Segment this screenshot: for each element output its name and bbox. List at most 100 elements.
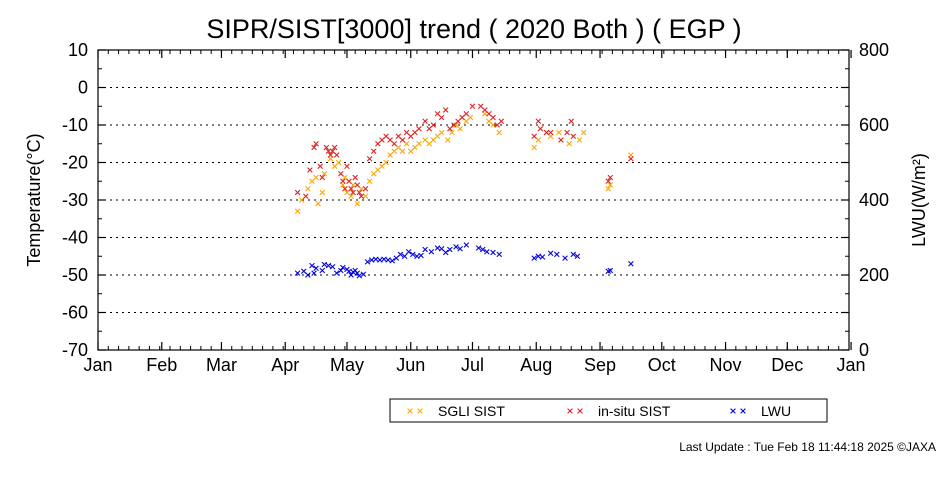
lwu-point [570,251,577,258]
lwu-point [305,272,311,278]
sgli-sist-point [305,185,311,192]
lwu-point [410,251,416,258]
y-axis-label: Temperature(°C) [24,133,44,266]
in-situ-sist-point [327,152,334,158]
lwu-point [401,253,408,260]
y-tick-label: -50 [62,265,88,285]
lwu-point [418,252,424,259]
in-situ-sist-point [564,129,570,136]
plot-frame [97,49,850,351]
in-situ-sist-point [356,189,363,196]
in-situ-sist-legend-label: in-situ SIST [598,403,671,419]
sgli-sist-point [531,144,537,151]
in-situ-sist-point [469,103,476,110]
sgli-sist-point [321,170,328,177]
in-situ-sist-point [366,155,373,162]
lwu-point [442,249,449,256]
lwu-point [607,267,614,274]
sgli-sist-point [383,159,389,166]
lwu-legend-marker [740,408,746,414]
in-situ-sist-point [307,167,313,173]
in-situ-sist-point [362,185,369,192]
lwu-point [360,271,367,278]
in-situ-sist-point [342,185,348,192]
lwu-point [329,263,336,270]
lwu-point [389,257,396,264]
sgli-sist-point [556,129,562,136]
y-tick-label: 10 [68,40,88,60]
in-situ-sist-point [442,107,449,113]
lwu-point [321,261,328,268]
lwu-point [313,265,319,272]
lwu-point [381,256,387,263]
lwu-point [340,264,346,271]
lwu-point [385,257,391,263]
sgli-sist-point [605,185,612,192]
in-situ-sist-point [607,174,614,181]
in-situ-sist-point [323,144,330,151]
lwu-point [535,253,542,260]
lwu-point [397,251,404,258]
lwu-point [554,251,560,258]
lwu-point [463,242,470,248]
sgli-sist-legend-marker [407,408,413,414]
lwu-point [457,245,463,252]
lwu-point [294,270,301,276]
y-tick-label: -40 [62,228,88,248]
lwu-point [490,249,496,256]
lwu-point [496,251,503,258]
in-situ-sist-point [348,185,354,192]
in-situ-sist-point [294,189,301,196]
sgli-sist-point [348,193,354,200]
in-situ-sist-point [333,152,340,158]
data-points [294,103,634,279]
sgli-sist-point [490,122,496,128]
y2-tick-label: 600 [859,115,889,135]
lwu-point [479,246,486,253]
x-tick-label: Sep [584,355,616,375]
in-situ-sist-point [422,118,428,125]
in-situ-sist-point [628,155,634,162]
lwu-point [356,272,363,279]
in-situ-sist-legend-marker [577,408,583,414]
in-situ-sist-point [605,178,612,185]
in-situ-sist-point [537,125,544,132]
sgli-sist-point [607,182,614,188]
x-tick-label: Feb [146,355,177,375]
lwu-point [414,253,420,260]
lwu-point [428,248,435,255]
in-situ-sist-point [463,110,470,117]
sgli-sist-point [294,208,301,215]
in-situ-sist-point [319,174,326,181]
x-tick-label: Jun [396,355,425,375]
lwu-point [475,245,482,251]
in-situ-sist-point [430,122,437,128]
in-situ-sist-point [570,133,577,140]
in-situ-sist-point [490,114,496,121]
in-situ-sist-point [354,182,361,188]
in-situ-sist-point [344,163,350,170]
lwu-point [434,245,441,251]
y2-axis-label: LWU(W/m²) [909,153,929,247]
lwu-point [547,250,554,257]
gridlines [98,87,849,313]
chart-title: SIPR/SIST[3000] trend ( 2020 Both ) ( EG… [206,14,741,44]
in-situ-sist-point [311,144,317,151]
in-situ-sist-point [568,118,575,125]
lwu-point [319,267,326,274]
y-tick-label: -70 [62,340,88,360]
x-tick-label: Apr [271,355,299,375]
sgli-sist-point [576,137,583,143]
lwu-point [574,253,581,260]
y-tick-label: -20 [62,153,88,173]
lwu-point [348,272,354,278]
in-situ-sist-point [331,144,338,151]
y-tick-label: -60 [62,303,88,323]
footer-timestamp: Last Update : Tue Feb 18 11:44:18 2025 ©… [679,440,936,454]
lwu-point [453,244,459,250]
legend: SGLI SIST in-situ SIST LWU [389,398,828,423]
lwu-point [539,254,546,260]
sgli-sist-point [362,193,369,200]
x-tick-label: Jul [461,355,484,375]
